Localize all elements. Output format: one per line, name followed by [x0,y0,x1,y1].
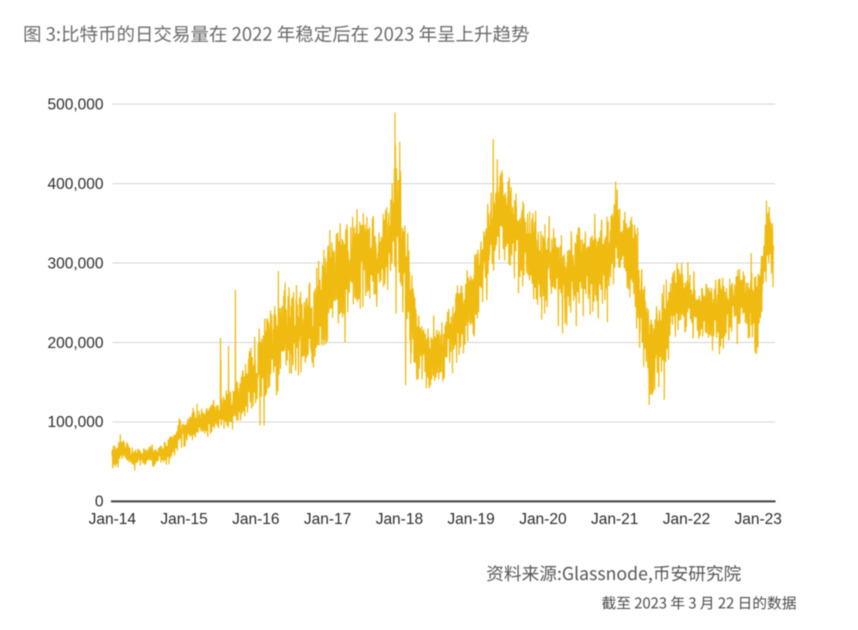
svg-text:100,000: 100,000 [47,414,103,431]
svg-text:Jan-15: Jan-15 [160,511,207,528]
svg-text:400,000: 400,000 [47,176,103,193]
svg-text:Jan-16: Jan-16 [232,511,279,528]
svg-text:Jan-20: Jan-20 [519,511,567,528]
svg-text:Jan-19: Jan-19 [447,511,494,528]
svg-text:Jan-18: Jan-18 [376,511,423,528]
svg-text:0: 0 [95,494,104,511]
svg-text:Jan-21: Jan-21 [591,511,638,528]
svg-text:500,000: 500,000 [47,96,103,113]
svg-text:300,000: 300,000 [47,255,103,272]
svg-text:200,000: 200,000 [47,335,103,352]
svg-text:Jan-23: Jan-23 [734,511,781,528]
svg-text:Jan-22: Jan-22 [663,511,710,528]
svg-text:Jan-14: Jan-14 [89,511,137,528]
svg-text:Jan-17: Jan-17 [304,511,351,528]
